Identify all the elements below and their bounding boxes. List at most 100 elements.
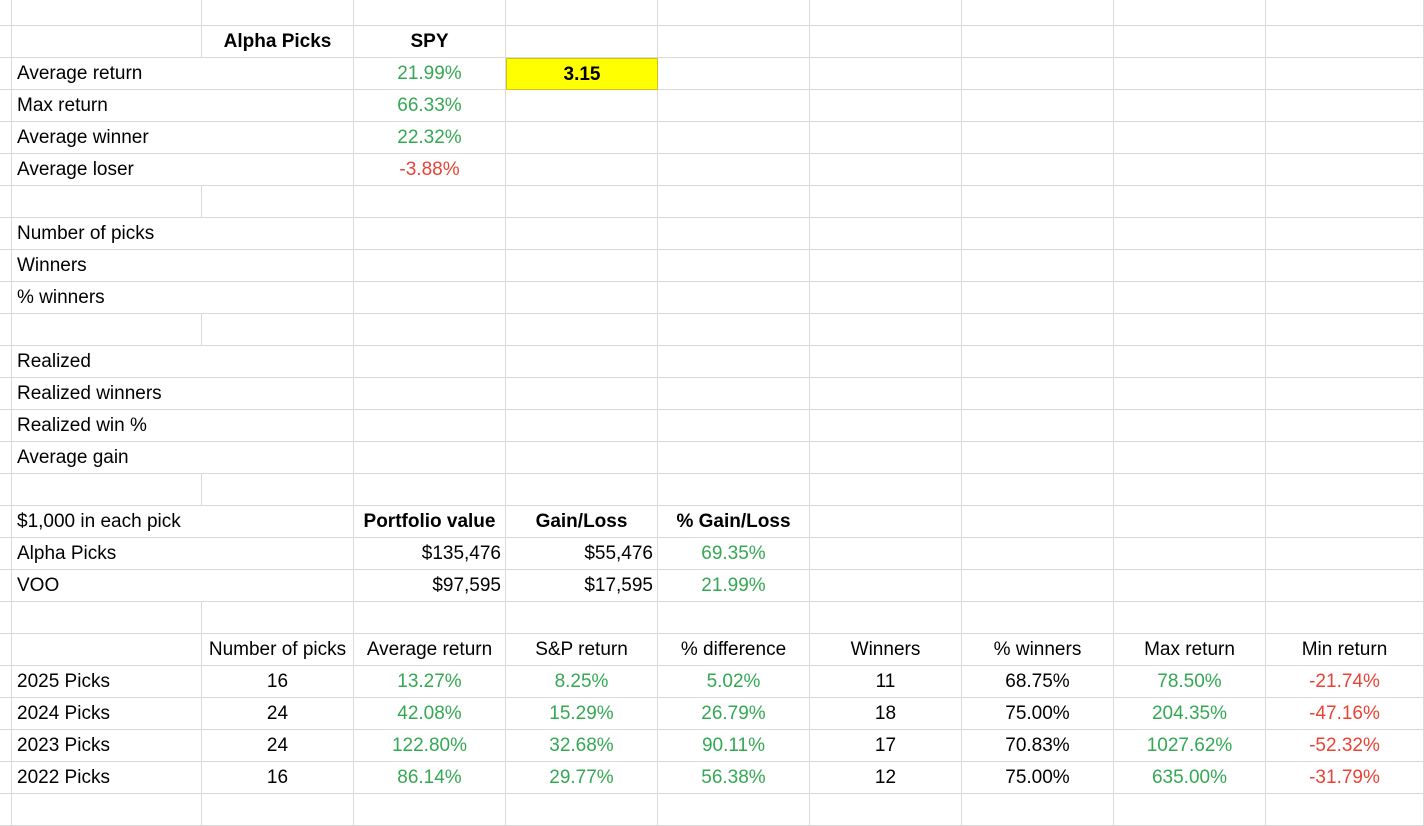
- picks-label[interactable]: % winners: [12, 282, 354, 314]
- sheet-cell[interactable]: [0, 26, 12, 58]
- sheet-cell[interactable]: [0, 666, 12, 698]
- sheet-cell[interactable]: [354, 218, 506, 250]
- portfolio-value[interactable]: 69.35%: [658, 538, 810, 570]
- yearly-value[interactable]: 18: [810, 698, 962, 730]
- sheet-cell[interactable]: [1114, 90, 1266, 122]
- sheet-cell[interactable]: [658, 26, 810, 58]
- sheet-cell[interactable]: [962, 474, 1114, 506]
- sheet-cell[interactable]: [1114, 346, 1266, 378]
- sheet-cell[interactable]: [354, 794, 506, 826]
- summary-spy-value[interactable]: 21.99%: [354, 58, 506, 90]
- sheet-cell[interactable]: [658, 90, 810, 122]
- yearly-row-label[interactable]: 2025 Picks: [12, 666, 202, 698]
- sheet-cell[interactable]: [1114, 0, 1266, 26]
- sheet-cell[interactable]: [354, 0, 506, 26]
- sheet-cell[interactable]: [506, 250, 658, 282]
- sheet-cell[interactable]: [810, 506, 962, 538]
- sheet-cell[interactable]: [810, 122, 962, 154]
- sheet-cell[interactable]: [0, 506, 12, 538]
- sheet-cell[interactable]: [12, 794, 202, 826]
- sheet-cell[interactable]: [962, 314, 1114, 346]
- sheet-cell[interactable]: [12, 474, 202, 506]
- sheet-cell[interactable]: [1114, 538, 1266, 570]
- sheet-cell[interactable]: [962, 186, 1114, 218]
- sheet-cell[interactable]: [202, 186, 354, 218]
- sheet-cell[interactable]: [962, 346, 1114, 378]
- sheet-cell[interactable]: [1266, 314, 1424, 346]
- sheet-cell[interactable]: [658, 122, 810, 154]
- sheet-cell[interactable]: [962, 26, 1114, 58]
- portfolio-value[interactable]: 21.99%: [658, 570, 810, 602]
- sheet-cell[interactable]: [506, 122, 658, 154]
- sheet-cell[interactable]: [506, 474, 658, 506]
- yearly-value[interactable]: 16: [202, 762, 354, 794]
- sheet-cell[interactable]: [202, 314, 354, 346]
- sheet-cell[interactable]: [1266, 90, 1424, 122]
- sheet-cell[interactable]: [1266, 794, 1424, 826]
- sheet-cell[interactable]: [658, 794, 810, 826]
- sheet-cell[interactable]: [12, 314, 202, 346]
- portfolio-value[interactable]: $97,595: [354, 570, 506, 602]
- summary-label[interactable]: Average loser: [12, 154, 354, 186]
- sheet-cell[interactable]: [0, 602, 12, 634]
- realized-label[interactable]: Average gain: [12, 442, 354, 474]
- sheet-cell[interactable]: [962, 250, 1114, 282]
- sheet-cell[interactable]: [12, 602, 202, 634]
- yearly-header[interactable]: % difference: [658, 634, 810, 666]
- portfolio-header[interactable]: % Gain/Loss: [658, 506, 810, 538]
- sheet-cell[interactable]: [0, 474, 12, 506]
- sheet-cell[interactable]: [658, 474, 810, 506]
- sheet-cell[interactable]: [202, 0, 354, 26]
- summary-spy-value[interactable]: -3.88%: [354, 154, 506, 186]
- yearly-value[interactable]: 90.11%: [658, 730, 810, 762]
- sheet-cell[interactable]: [658, 410, 810, 442]
- sheet-cell[interactable]: [810, 250, 962, 282]
- sheet-cell[interactable]: [658, 282, 810, 314]
- portfolio-header[interactable]: Portfolio value: [354, 506, 506, 538]
- sheet-cell[interactable]: [658, 186, 810, 218]
- sheet-cell[interactable]: [202, 474, 354, 506]
- sheet-cell[interactable]: [962, 506, 1114, 538]
- yearly-header[interactable]: Max return: [1114, 634, 1266, 666]
- sheet-cell[interactable]: [1114, 122, 1266, 154]
- sheet-cell[interactable]: [0, 250, 12, 282]
- sheet-cell[interactable]: [658, 218, 810, 250]
- sheet-cell[interactable]: [506, 282, 658, 314]
- sheet-cell[interactable]: [962, 90, 1114, 122]
- return-ratio-cell[interactable]: 3.15: [506, 58, 658, 90]
- yearly-value[interactable]: 635.00%: [1114, 762, 1266, 794]
- sheet-cell[interactable]: [658, 346, 810, 378]
- sheet-cell[interactable]: [1266, 282, 1424, 314]
- yearly-value[interactable]: -31.79%: [1266, 762, 1424, 794]
- header-alpha-picks[interactable]: Alpha Picks: [202, 26, 354, 58]
- sheet-cell[interactable]: [1114, 506, 1266, 538]
- sheet-cell[interactable]: [962, 154, 1114, 186]
- sheet-cell[interactable]: [658, 250, 810, 282]
- sheet-cell[interactable]: [1266, 154, 1424, 186]
- sheet-cell[interactable]: [0, 378, 12, 410]
- sheet-cell[interactable]: [0, 186, 12, 218]
- sheet-cell[interactable]: [506, 26, 658, 58]
- summary-spy-value[interactable]: 22.32%: [354, 122, 506, 154]
- sheet-cell[interactable]: [810, 26, 962, 58]
- yearly-value[interactable]: 12: [810, 762, 962, 794]
- sheet-cell[interactable]: [1114, 410, 1266, 442]
- yearly-value[interactable]: 86.14%: [354, 762, 506, 794]
- sheet-cell[interactable]: [1266, 410, 1424, 442]
- sheet-cell[interactable]: [354, 346, 506, 378]
- sheet-cell[interactable]: [962, 410, 1114, 442]
- sheet-cell[interactable]: [1266, 570, 1424, 602]
- sheet-cell[interactable]: [0, 314, 12, 346]
- sheet-cell[interactable]: [1114, 442, 1266, 474]
- portfolio-row-label[interactable]: Alpha Picks: [12, 538, 354, 570]
- sheet-cell[interactable]: [0, 698, 12, 730]
- sheet-cell[interactable]: [962, 282, 1114, 314]
- sheet-cell[interactable]: [1114, 794, 1266, 826]
- sheet-cell[interactable]: [962, 538, 1114, 570]
- sheet-cell[interactable]: [0, 730, 12, 762]
- sheet-cell[interactable]: [0, 570, 12, 602]
- sheet-cell[interactable]: [506, 154, 658, 186]
- sheet-cell[interactable]: [0, 538, 12, 570]
- sheet-cell[interactable]: [962, 0, 1114, 26]
- portfolio-value[interactable]: $135,476: [354, 538, 506, 570]
